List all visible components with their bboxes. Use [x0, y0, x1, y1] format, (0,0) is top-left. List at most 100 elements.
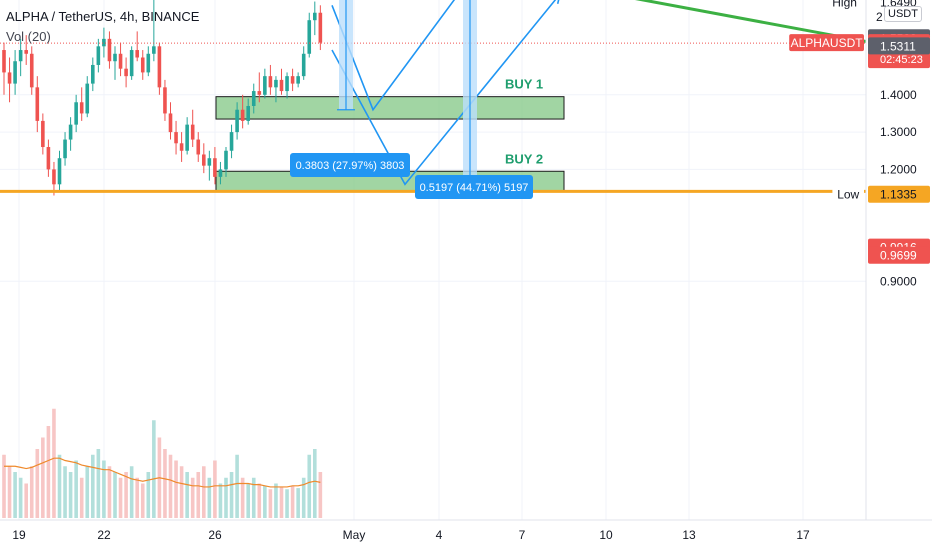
volume-bar — [235, 454, 239, 518]
price-label-countdown: 02:45:23 — [880, 54, 923, 66]
buy-zone-label: BUY 2 — [505, 151, 543, 166]
volume-bar — [96, 449, 101, 518]
measurement-tools[interactable]: 0.3803 (27.97%) 3803 0.5197 (44.71%) 5197 — [290, 0, 533, 199]
price-label-tag: Low — [837, 188, 859, 202]
volume-bar — [7, 466, 12, 518]
candle-body — [13, 61, 17, 84]
price-label-tag-box — [832, 185, 864, 203]
candle-body — [129, 50, 134, 77]
volume-bar — [129, 466, 134, 518]
volume-bar — [174, 460, 178, 518]
price-axis[interactable]: 2.10002.00001.90001.80001.70001.40001.30… — [789, 0, 932, 550]
price-label-box — [868, 246, 930, 264]
candle-body — [140, 57, 145, 73]
candle-body — [52, 169, 56, 185]
candle-body — [124, 68, 128, 77]
buy-zone-label: BUY 1 — [505, 77, 543, 92]
volume-bar — [140, 483, 145, 518]
volume-bar — [85, 466, 90, 518]
volume-bar — [57, 454, 62, 518]
measure-label-box — [290, 153, 410, 177]
price-label-tag-box — [825, 0, 864, 11]
time-tick-label: 7 — [519, 528, 526, 542]
volume-bar — [213, 460, 217, 518]
price-tick-label: 1.2000 — [880, 162, 917, 176]
grid — [0, 0, 866, 520]
price-label-tag: ALPHAUSDT — [791, 36, 864, 50]
volume-bar — [257, 483, 262, 518]
candle-body — [79, 102, 84, 114]
candle-body — [102, 38, 106, 47]
time-tick-label: 17 — [796, 528, 810, 542]
candle-body — [268, 76, 273, 88]
descending-trendline[interactable] — [0, 0, 867, 43]
volume-bar — [18, 477, 23, 518]
candle-body — [24, 50, 28, 54]
volume-bar — [296, 488, 300, 518]
volume-bar — [163, 449, 167, 518]
time-tick-label: 4 — [436, 528, 443, 542]
candle-body — [257, 91, 262, 95]
volume-bar — [41, 437, 45, 518]
candle-body — [85, 83, 90, 114]
candle-body — [63, 139, 67, 159]
candle-body — [301, 53, 306, 77]
volume-bar — [29, 466, 34, 518]
projection-path-2-head — [556, 0, 560, 5]
volume-bar — [318, 472, 323, 518]
time-tick-label: 13 — [682, 528, 696, 542]
volume-bar — [279, 486, 284, 518]
candle-body — [157, 46, 162, 88]
candle-body — [179, 143, 184, 151]
volume-bar — [301, 477, 306, 518]
candles — [2, 0, 323, 196]
price-label-box — [868, 185, 930, 203]
candle-body — [185, 124, 189, 151]
price-label-tag-box — [789, 34, 864, 52]
candle-body — [107, 38, 112, 62]
candle-body — [41, 120, 45, 148]
price-tick-label: 1.3000 — [880, 125, 917, 139]
candle-body — [285, 76, 289, 92]
candle-body — [68, 124, 73, 140]
volume-bar — [246, 483, 250, 518]
time-axis[interactable]: 19 22 26 May 4 7 10 13 17 — [0, 519, 932, 542]
candle-body — [163, 87, 167, 114]
candle-body — [235, 109, 239, 133]
price-label-box — [868, 37, 930, 55]
volume-bar — [251, 477, 256, 518]
time-tick-label: 19 — [12, 528, 26, 542]
candle-body — [146, 53, 151, 73]
buy-zone-1 — [215, 96, 565, 120]
volume-bar — [91, 454, 95, 518]
candle-body — [2, 50, 6, 73]
volume-bar — [152, 420, 156, 518]
volume-bar — [268, 489, 273, 518]
axis-top-tick: 2 — [876, 10, 883, 24]
candle-body — [313, 12, 317, 21]
volume-bar — [135, 477, 139, 518]
candle-body — [207, 158, 212, 166]
candle-body — [190, 124, 195, 140]
volume-bar — [79, 477, 84, 518]
candle-body — [218, 169, 223, 177]
candle-body — [18, 50, 23, 62]
volume-bar — [202, 466, 206, 518]
volume-bar — [168, 454, 173, 518]
volume-bar — [274, 483, 278, 518]
candle-body — [274, 79, 278, 88]
candle-body — [168, 113, 173, 133]
volume-bar — [190, 477, 195, 518]
volume-bar — [307, 454, 312, 518]
volume-bar — [229, 472, 234, 518]
volume-bar — [52, 408, 56, 518]
volume-bar — [46, 426, 51, 518]
projection-path-1 — [331, 0, 456, 112]
volume-bar — [285, 489, 289, 518]
candle-body — [224, 150, 228, 170]
measure-label-box — [415, 175, 533, 199]
currency-selector[interactable]: USDT — [884, 6, 922, 22]
candle-body — [46, 147, 51, 170]
candle-body — [290, 76, 295, 84]
